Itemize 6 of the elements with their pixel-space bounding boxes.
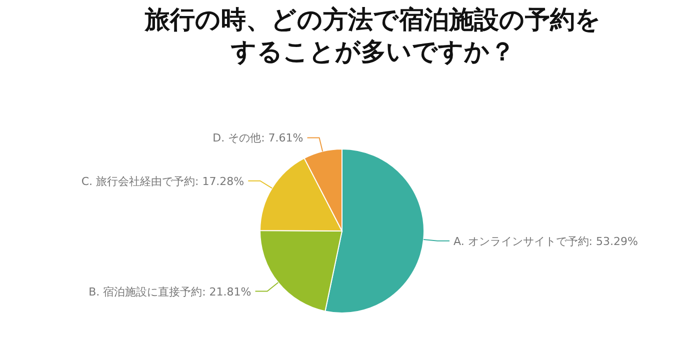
slice-label: B. 宿泊施設に直接予約: 21.81% <box>88 285 252 298</box>
slice-label: A. オンラインサイトで予約: 53.29% <box>453 234 638 248</box>
chart-title: 旅行の時、どの方法で宿泊施設の予約をすることが多いですか？ <box>144 4 602 68</box>
pie-slice <box>260 230 342 312</box>
slice-label: D. その他: 7.61% <box>212 132 304 145</box>
slice-label: C. 旅行会社経由で予約: 17.28% <box>81 174 244 188</box>
